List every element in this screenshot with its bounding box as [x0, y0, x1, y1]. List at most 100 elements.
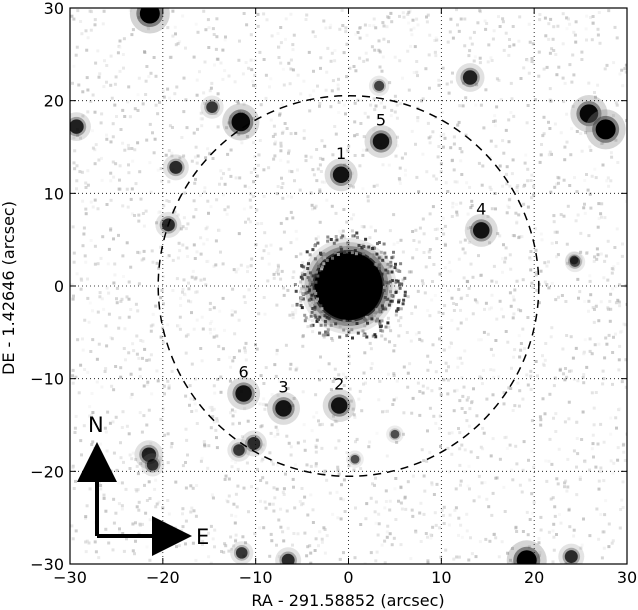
noise-pixel	[601, 382, 605, 386]
noise-pixel	[194, 558, 198, 562]
noise-pixel	[611, 382, 614, 386]
noise-pixel	[200, 124, 204, 128]
noise-pixel	[462, 276, 466, 280]
noise-pixel	[330, 89, 334, 93]
noise-pixel	[548, 392, 552, 396]
noise-pixel	[216, 92, 220, 96]
noise-pixel	[215, 57, 219, 61]
noise-pixel	[241, 535, 245, 539]
noise-pixel	[599, 212, 603, 216]
x-tick-label: −20	[146, 568, 180, 587]
background-source	[346, 450, 364, 469]
target-star-speckle	[320, 267, 324, 271]
target-star-speckle	[317, 317, 320, 321]
noise-pixel	[234, 492, 238, 496]
noise-pixel	[243, 184, 247, 188]
noise-pixel	[109, 54, 113, 58]
noise-pixel	[509, 558, 512, 562]
noise-pixel	[552, 49, 556, 52]
noise-pixel	[224, 544, 228, 548]
noise-pixel	[616, 298, 620, 302]
noise-pixel	[584, 131, 588, 135]
noise-pixel	[494, 207, 497, 211]
noise-pixel	[453, 180, 457, 184]
noise-pixel	[333, 419, 337, 423]
noise-pixel	[95, 380, 99, 384]
noise-pixel	[434, 523, 438, 527]
target-star-speckle	[388, 301, 392, 305]
noise-pixel	[358, 36, 362, 40]
noise-pixel	[291, 43, 295, 47]
noise-pixel	[424, 532, 428, 535]
noise-pixel	[459, 159, 463, 163]
noise-pixel	[556, 482, 560, 486]
target-star-speckle	[361, 329, 365, 333]
target-star-speckle	[302, 285, 306, 289]
noise-pixel	[435, 227, 439, 231]
noise-pixel	[70, 14, 74, 18]
noise-pixel	[149, 190, 153, 194]
noise-pixel	[543, 358, 547, 362]
noise-pixel	[375, 550, 379, 554]
noise-pixel	[167, 149, 171, 153]
noise-pixel	[599, 422, 603, 426]
noise-pixel	[420, 339, 424, 343]
noise-pixel	[291, 310, 295, 314]
target-star-speckle	[314, 270, 318, 274]
noise-pixel	[314, 462, 318, 466]
noise-pixel	[497, 15, 500, 19]
noise-pixel	[620, 254, 624, 258]
noise-pixel	[326, 46, 330, 50]
noise-pixel	[330, 423, 334, 427]
noise-pixel	[515, 279, 519, 283]
noise-pixel	[576, 379, 580, 383]
noise-pixel	[289, 67, 293, 71]
noise-pixel	[320, 139, 324, 143]
noise-pixel	[184, 227, 188, 231]
target-star-speckle	[403, 294, 407, 298]
noise-pixel	[206, 147, 210, 151]
target-star-speckle	[395, 268, 399, 272]
noise-pixel	[167, 254, 171, 258]
noise-pixel	[105, 286, 109, 290]
noise-pixel	[439, 162, 443, 166]
noise-pixel	[586, 188, 590, 192]
noise-pixel	[201, 539, 205, 543]
noise-pixel	[322, 19, 326, 23]
noise-pixel	[177, 241, 181, 245]
noise-pixel	[243, 407, 247, 411]
noise-pixel	[244, 61, 248, 64]
noise-pixel	[318, 188, 322, 192]
noise-pixel	[272, 124, 276, 128]
noise-pixel	[243, 301, 247, 304]
noise-pixel	[241, 72, 245, 76]
noise-pixel	[518, 355, 522, 359]
noise-pixel	[280, 186, 284, 190]
noise-pixel	[406, 385, 410, 389]
noise-pixel	[229, 411, 232, 415]
noise-pixel	[191, 541, 195, 545]
noise-pixel	[121, 204, 125, 208]
noise-pixel	[219, 250, 222, 254]
noise-pixel	[291, 316, 295, 320]
source-label-3: 3	[278, 377, 288, 396]
noise-pixel	[395, 396, 398, 400]
target-star-speckle	[399, 262, 403, 266]
noise-pixel	[141, 102, 145, 106]
east-label: E	[196, 525, 209, 549]
noise-pixel	[231, 422, 235, 426]
noise-pixel	[590, 38, 594, 42]
noise-pixel	[267, 252, 271, 255]
noise-pixel	[406, 480, 410, 484]
noise-pixel	[159, 245, 163, 249]
noise-pixel	[291, 404, 295, 408]
noise-pixel	[143, 51, 147, 54]
noise-pixel	[88, 301, 92, 305]
noise-pixel	[76, 134, 80, 137]
noise-pixel	[195, 161, 199, 165]
noise-pixel	[481, 426, 485, 430]
noise-pixel	[338, 557, 342, 561]
target-star-speckle	[331, 256, 334, 260]
noise-pixel	[458, 447, 462, 451]
target-star-speckle	[394, 290, 398, 294]
